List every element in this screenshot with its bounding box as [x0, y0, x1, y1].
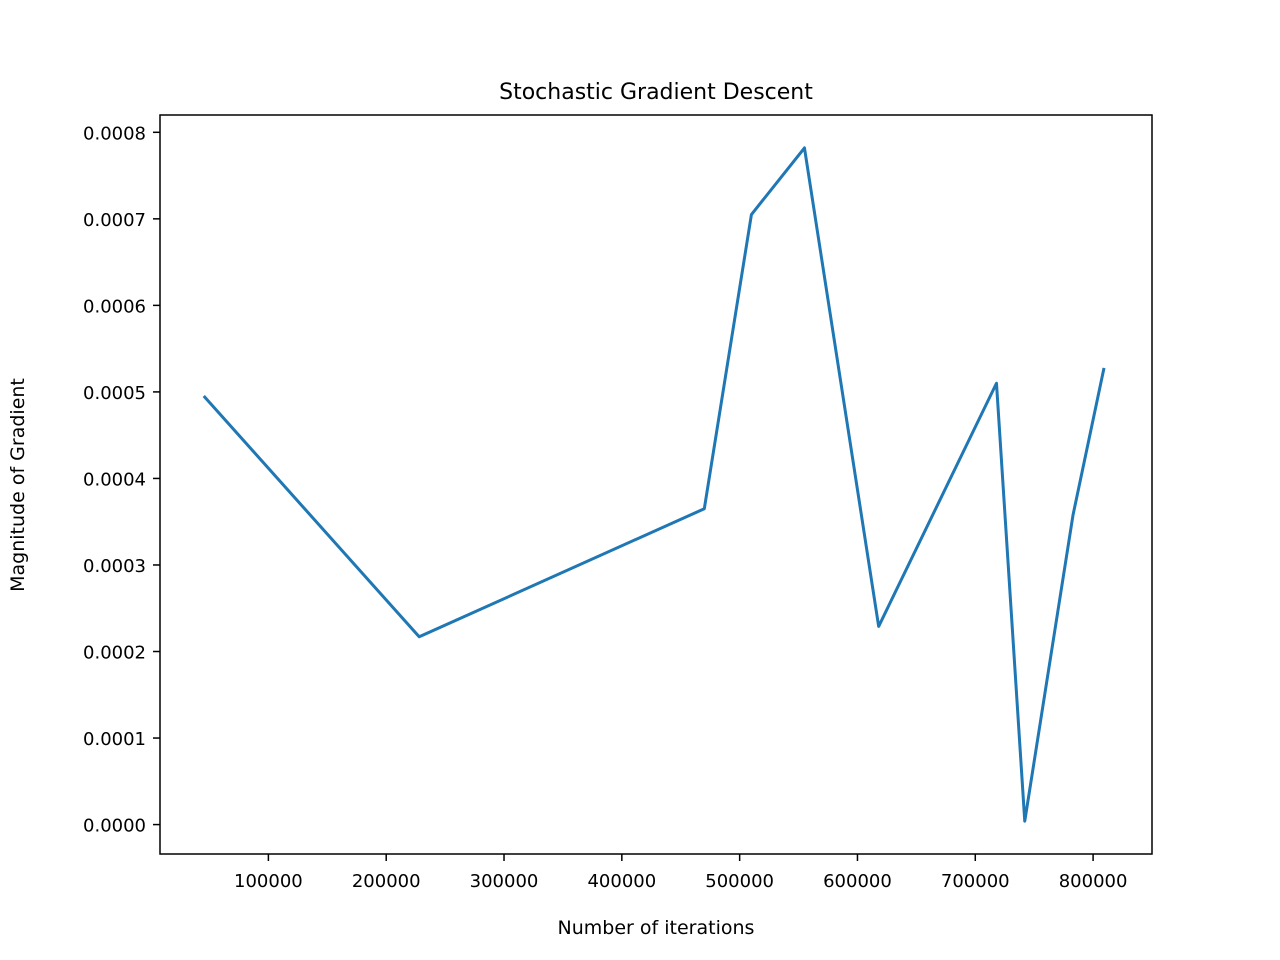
- x-tick-label: 400000: [587, 871, 656, 892]
- y-tick-label: 0.0006: [83, 296, 146, 317]
- x-tick-label: 200000: [352, 871, 421, 892]
- x-tick-label: 300000: [470, 871, 539, 892]
- plot-frame: [159, 114, 1153, 855]
- y-tick-label: 0.0008: [83, 123, 146, 144]
- y-axis-title: Magnitude of Gradient: [7, 378, 29, 592]
- x-axis-title: Number of iterations: [558, 917, 755, 939]
- y-tick-label: 0.0003: [83, 556, 146, 577]
- x-tick-label: 800000: [1059, 871, 1128, 892]
- y-tick-label: 0.0000: [83, 816, 146, 837]
- y-tick-label: 0.0007: [83, 210, 146, 231]
- series-line-0: [202, 146, 1106, 823]
- x-tick-label: 600000: [823, 871, 892, 892]
- x-tick-label: 500000: [705, 871, 774, 892]
- y-tick-label: 0.0004: [83, 469, 146, 490]
- y-tick-label: 0.0005: [83, 383, 146, 404]
- x-tick-label: 100000: [234, 871, 303, 892]
- y-tick-label: 0.0001: [83, 729, 146, 750]
- chart-title: Stochastic Gradient Descent: [499, 80, 813, 105]
- plot-area: 100000 200000 300000 400000 500000 600000 7000…: [83, 114, 1153, 892]
- x-tick-label: 700000: [941, 871, 1010, 892]
- y-tick-label: 0.0002: [83, 643, 146, 664]
